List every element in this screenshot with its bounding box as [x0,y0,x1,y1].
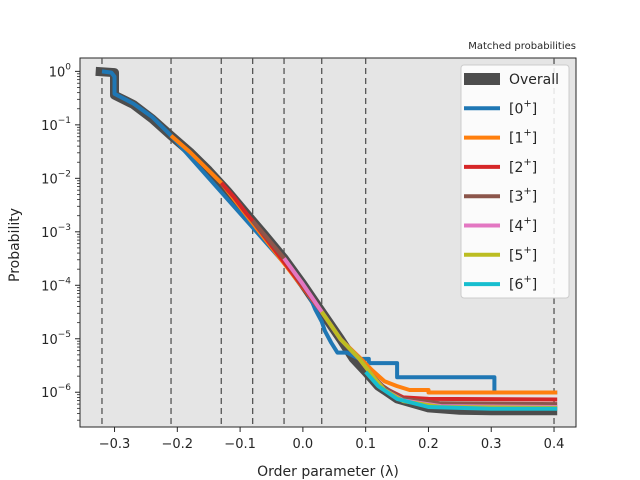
x-tick-label: −0.1 [224,437,256,452]
y-axis-label: Probability [7,208,23,282]
legend-label: [0+] [509,98,537,117]
y-tick-label: 10−4 [41,276,71,294]
legend-box [460,64,570,299]
y-tick-label: 10−6 [41,383,71,401]
x-tick-label: 0.0 [293,437,314,452]
y-tick-label: 10−5 [41,330,71,348]
series-lines [95,66,558,416]
y-tick-label: 100 [49,62,72,80]
y-axis: 100 10−1 10−2 10−3 10−4 10−5 10−6 [41,62,80,421]
legend-label: [6+] [509,274,537,293]
legend-swatch [464,73,500,85]
x-axis-label: Order parameter (λ) [257,464,399,480]
y-tick-label: 10−1 [41,116,71,134]
series-line [101,69,558,395]
legend-label: [3+] [509,186,537,205]
x-tick-label: 0.2 [418,437,439,452]
x-tick-label: 0.1 [355,437,376,452]
series-line [364,370,558,411]
x-axis: −0.3 −0.2 −0.1 0.0 0.1 0.2 0.3 0.4 [99,427,565,452]
legend-label: [5+] [509,245,537,264]
chart-title: Matched probabilities [468,41,576,52]
legend-label: [4+] [509,216,537,235]
legend-label: [1+] [509,128,537,147]
x-tick-label: −0.2 [162,437,194,452]
legend: Overall [0+] [1+] [2+] [3+] [4+] [5+] [6+] [460,64,570,299]
y-tick-label: 10−3 [41,223,71,241]
legend-label: Overall [509,72,559,88]
x-tick-label: 0.3 [481,437,502,452]
series-line [169,134,558,395]
x-tick-label: 0.4 [544,437,565,452]
x-tick-label: −0.3 [99,437,131,452]
y-tick-label: 10−2 [41,169,71,187]
legend-label: [2+] [509,157,537,176]
